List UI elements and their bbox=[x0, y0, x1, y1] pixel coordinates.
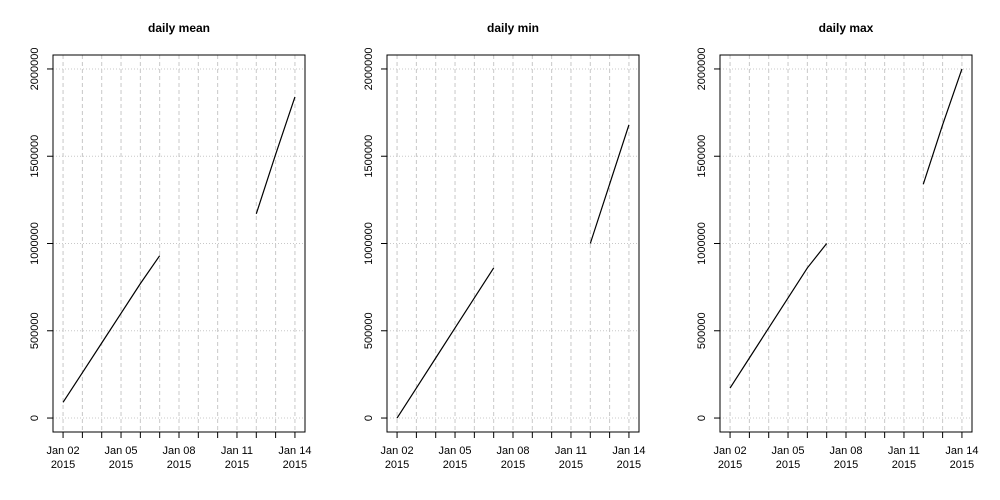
y-tick-label: 500000 bbox=[363, 312, 375, 349]
y-tick-label: 2000000 bbox=[363, 48, 375, 91]
x-tick-label: Jan 02 2015 bbox=[380, 445, 414, 471]
y-tick-label: 1000000 bbox=[363, 222, 375, 265]
plot-frame bbox=[386, 54, 640, 433]
x-tick-label: Jan 11 2015 bbox=[554, 445, 588, 471]
y-tick-label: 2000000 bbox=[29, 48, 41, 91]
data-line bbox=[396, 124, 630, 419]
chart-title: daily max bbox=[819, 21, 874, 35]
data-line bbox=[729, 68, 963, 389]
x-tick-label: Jan 08 2015 bbox=[162, 445, 196, 471]
y-tick-label: 1000000 bbox=[696, 222, 708, 265]
y-tick-label: 1000000 bbox=[29, 222, 41, 265]
x-tick-label: Jan 02 2015 bbox=[713, 445, 747, 471]
x-tick-label: Jan 08 2015 bbox=[496, 445, 530, 471]
y-tick-label: 0 bbox=[363, 415, 375, 421]
y-tick-label: 0 bbox=[29, 415, 41, 421]
chart-title: daily mean bbox=[148, 21, 210, 35]
y-tick-label: 500000 bbox=[29, 312, 41, 349]
x-tick-label: Jan 05 2015 bbox=[438, 445, 472, 471]
x-tick-label: Jan 08 2015 bbox=[829, 445, 863, 471]
x-tick-label: Jan 11 2015 bbox=[887, 445, 921, 471]
plot-frame bbox=[719, 54, 973, 433]
plot-frame bbox=[52, 54, 306, 433]
y-tick-label: 1500000 bbox=[696, 135, 708, 178]
y-tick-label: 1500000 bbox=[363, 135, 375, 178]
y-tick-label: 1500000 bbox=[29, 135, 41, 178]
chart-title: daily min bbox=[487, 21, 539, 35]
x-tick-label: Jan 05 2015 bbox=[771, 445, 805, 471]
x-tick-label: Jan 02 2015 bbox=[46, 445, 80, 471]
x-tick-label: Jan 14 2015 bbox=[945, 445, 979, 471]
y-tick-label: 2000000 bbox=[696, 48, 708, 91]
x-tick-label: Jan 11 2015 bbox=[220, 445, 254, 471]
y-tick-label: 500000 bbox=[696, 312, 708, 349]
data-line bbox=[62, 96, 296, 403]
x-tick-label: Jan 14 2015 bbox=[612, 445, 646, 471]
y-tick-label: 0 bbox=[696, 415, 708, 421]
x-tick-label: Jan 14 2015 bbox=[278, 445, 312, 471]
x-tick-label: Jan 05 2015 bbox=[104, 445, 138, 471]
